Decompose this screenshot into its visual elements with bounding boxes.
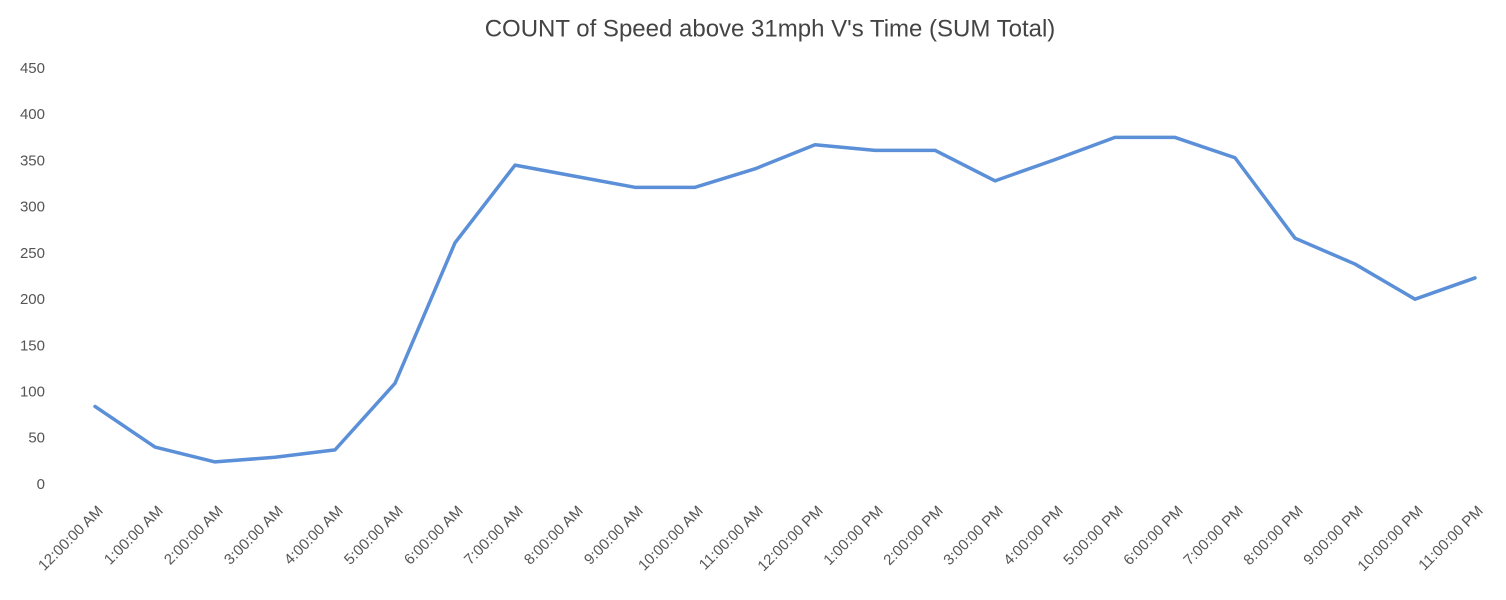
x-tick-label: 10:00:00 AM — [635, 503, 707, 575]
y-tick-label: 450 — [20, 60, 45, 77]
y-tick-label: 200 — [20, 291, 45, 308]
x-tick-label: 4:00:00 PM — [1000, 503, 1066, 569]
data-line — [93, 135, 1477, 464]
y-tick-label: 0 — [37, 476, 45, 493]
y-tick-label: 100 — [20, 384, 45, 401]
x-tick-label: 7:00:00 PM — [1180, 503, 1246, 569]
x-tick-label: 11:00:00 PM — [1415, 503, 1486, 574]
chart-title: COUNT of Speed above 31mph V's Time (SUM… — [485, 15, 1056, 42]
x-tick-label: 6:00:00 PM — [1120, 503, 1186, 569]
y-tick-label: 150 — [20, 337, 45, 354]
x-tick-label: 12:00:00 AM — [35, 503, 107, 575]
y-tick-label: 50 — [28, 430, 45, 447]
x-tick-label: 5:00:00 PM — [1060, 503, 1126, 569]
x-tick-label: 1:00:00 PM — [820, 503, 886, 569]
x-tick-label: 7:00:00 AM — [461, 503, 527, 569]
x-tick-label: 1:00:00 AM — [101, 503, 167, 569]
x-tick-label: 3:00:00 PM — [940, 503, 1006, 569]
y-tick-label: 250 — [20, 245, 45, 262]
x-tick-label: 3:00:00 AM — [221, 503, 287, 569]
y-tick-label: 400 — [20, 106, 45, 123]
y-tick-label: 350 — [20, 152, 45, 169]
x-tick-label: 9:00:00 PM — [1300, 503, 1366, 569]
x-tick-label: 8:00:00 PM — [1240, 503, 1306, 569]
y-tick-label: 300 — [20, 199, 45, 216]
x-tick-label: 4:00:00 AM — [281, 503, 347, 569]
x-tick-label: 8:00:00 AM — [521, 503, 587, 569]
x-tick-label: 2:00:00 AM — [161, 503, 227, 569]
x-tick-label: 9:00:00 AM — [581, 503, 647, 569]
x-tick-label: 6:00:00 AM — [401, 503, 467, 569]
x-tick-label: 5:00:00 AM — [341, 503, 407, 569]
x-tick-label: 2:00:00 PM — [880, 503, 946, 569]
